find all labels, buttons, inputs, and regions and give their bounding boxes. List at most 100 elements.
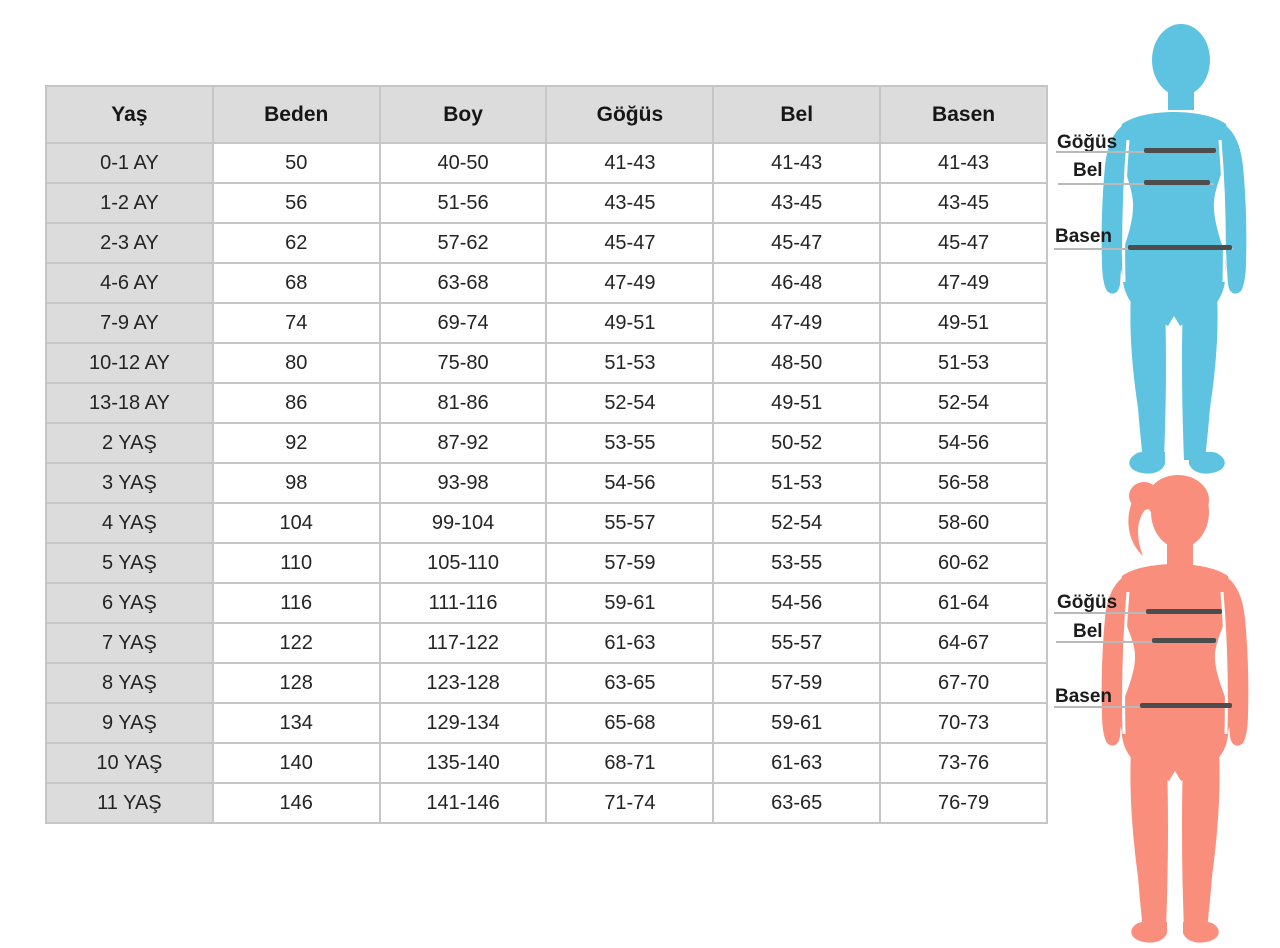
girl-body-silhouette bbox=[1101, 475, 1249, 943]
value-cell: 57-59 bbox=[712, 662, 882, 704]
value-cell: 87-92 bbox=[378, 422, 548, 464]
girl-chest-label: Göğüs bbox=[1057, 592, 1118, 613]
value-cell: 61-63 bbox=[545, 622, 715, 664]
value-cell: 135-140 bbox=[378, 742, 548, 784]
value-cell: 67-70 bbox=[879, 662, 1048, 704]
value-cell: 134 bbox=[211, 702, 381, 744]
table-row: 4-6 AY 68 63-68 47-49 46-48 47-49 bbox=[45, 262, 1048, 304]
value-cell: 128 bbox=[211, 662, 381, 704]
age-cell: 13-18 AY bbox=[45, 382, 214, 424]
value-cell: 98 bbox=[211, 462, 381, 504]
value-cell: 86 bbox=[211, 382, 381, 424]
value-cell: 59-61 bbox=[545, 582, 715, 624]
value-cell: 69-74 bbox=[378, 302, 548, 344]
value-cell: 93-98 bbox=[378, 462, 548, 504]
value-cell: 52-54 bbox=[879, 382, 1048, 424]
value-cell: 146 bbox=[211, 782, 381, 824]
age-cell: 2-3 AY bbox=[45, 222, 214, 264]
value-cell: 81-86 bbox=[378, 382, 548, 424]
value-cell: 75-80 bbox=[378, 342, 548, 384]
girl-head bbox=[1151, 476, 1209, 548]
value-cell: 43-45 bbox=[545, 182, 715, 224]
child-chest-leader-line bbox=[1056, 151, 1216, 153]
table-row: 5 YAŞ 110 105-110 57-59 53-55 60-62 bbox=[45, 542, 1048, 584]
girl-chest-leader-line bbox=[1054, 612, 1220, 614]
value-cell: 62 bbox=[211, 222, 381, 264]
age-cell: 0-1 AY bbox=[45, 142, 214, 184]
table-row: 7 YAŞ 122 117-122 61-63 55-57 64-67 bbox=[45, 622, 1048, 664]
value-cell: 51-53 bbox=[879, 342, 1048, 384]
value-cell: 45-47 bbox=[879, 222, 1048, 264]
column-header: Yaş bbox=[45, 85, 214, 144]
value-cell: 56 bbox=[211, 182, 381, 224]
age-cell: 10-12 AY bbox=[45, 342, 214, 384]
value-cell: 80 bbox=[211, 342, 381, 384]
girl-waist-leader-line bbox=[1056, 641, 1218, 643]
value-cell: 53-55 bbox=[712, 542, 882, 584]
value-cell: 51-56 bbox=[378, 182, 548, 224]
age-cell: 9 YAŞ bbox=[45, 702, 214, 744]
value-cell: 51-53 bbox=[545, 342, 715, 384]
value-cell: 63-65 bbox=[545, 662, 715, 704]
value-cell: 49-51 bbox=[545, 302, 715, 344]
girl-waist-measure-line bbox=[1152, 638, 1216, 643]
table-row: 1-2 AY 56 51-56 43-45 43-45 43-45 bbox=[45, 182, 1048, 224]
age-cell: 4-6 AY bbox=[45, 262, 214, 304]
value-cell: 47-49 bbox=[879, 262, 1048, 304]
age-cell: 7-9 AY bbox=[45, 302, 214, 344]
table-row: 0-1 AY 50 40-50 41-43 41-43 41-43 bbox=[45, 142, 1048, 184]
age-cell: 6 YAŞ bbox=[45, 582, 214, 624]
value-cell: 45-47 bbox=[712, 222, 882, 264]
table-row: 2-3 AY 62 57-62 45-47 45-47 45-47 bbox=[45, 222, 1048, 264]
girl-hip-label: Basen bbox=[1055, 686, 1113, 707]
value-cell: 43-45 bbox=[879, 182, 1048, 224]
column-header: Beden bbox=[211, 85, 381, 144]
value-cell: 54-56 bbox=[879, 422, 1048, 464]
girl-chest-measure-line bbox=[1146, 609, 1222, 614]
age-cell: 11 YAŞ bbox=[45, 782, 214, 824]
value-cell: 48-50 bbox=[712, 342, 882, 384]
value-cell: 111-116 bbox=[378, 582, 548, 624]
table-row: 11 YAŞ 146 141-146 71-74 63-65 76-79 bbox=[45, 782, 1048, 824]
table-row: 13-18 AY 86 81-86 52-54 49-51 52-54 bbox=[45, 382, 1048, 424]
value-cell: 68-71 bbox=[545, 742, 715, 784]
value-cell: 52-54 bbox=[545, 382, 715, 424]
value-cell: 105-110 bbox=[378, 542, 548, 584]
value-cell: 141-146 bbox=[378, 782, 548, 824]
value-cell: 64-67 bbox=[879, 622, 1048, 664]
table-row: 6 YAŞ 116 111-116 59-61 54-56 61-64 bbox=[45, 582, 1048, 624]
value-cell: 110 bbox=[211, 542, 381, 584]
child-chest-label: Göğüs bbox=[1057, 132, 1118, 153]
value-cell: 41-43 bbox=[879, 142, 1048, 184]
column-header: Göğüs bbox=[545, 85, 715, 144]
value-cell: 58-60 bbox=[879, 502, 1048, 544]
table-header: Yaş Beden Boy Göğüs Bel Basen bbox=[45, 85, 1048, 144]
value-cell: 55-57 bbox=[712, 622, 882, 664]
age-cell: 4 YAŞ bbox=[45, 502, 214, 544]
value-cell: 46-48 bbox=[712, 262, 882, 304]
value-cell: 55-57 bbox=[545, 502, 715, 544]
column-header: Boy bbox=[378, 85, 548, 144]
value-cell: 116 bbox=[211, 582, 381, 624]
value-cell: 54-56 bbox=[712, 582, 882, 624]
value-cell: 117-122 bbox=[378, 622, 548, 664]
value-cell: 104 bbox=[211, 502, 381, 544]
value-cell: 63-68 bbox=[378, 262, 548, 304]
value-cell: 52-54 bbox=[712, 502, 882, 544]
value-cell: 123-128 bbox=[378, 662, 548, 704]
age-cell: 3 YAŞ bbox=[45, 462, 214, 504]
table-row: 3 YAŞ 98 93-98 54-56 51-53 56-58 bbox=[45, 462, 1048, 504]
value-cell: 57-59 bbox=[545, 542, 715, 584]
value-cell: 43-45 bbox=[712, 182, 882, 224]
value-cell: 47-49 bbox=[712, 302, 882, 344]
value-cell: 76-79 bbox=[879, 782, 1048, 824]
value-cell: 50-52 bbox=[712, 422, 882, 464]
table-row: 4 YAŞ 104 99-104 55-57 52-54 58-60 bbox=[45, 502, 1048, 544]
table-row: 7-9 AY 74 69-74 49-51 47-49 49-51 bbox=[45, 302, 1048, 344]
value-cell: 59-61 bbox=[712, 702, 882, 744]
value-cell: 51-53 bbox=[712, 462, 882, 504]
table-row: 10-12 AY 80 75-80 51-53 48-50 51-53 bbox=[45, 342, 1048, 384]
girl-hip-measure-line bbox=[1140, 703, 1232, 708]
age-cell: 1-2 AY bbox=[45, 182, 214, 224]
